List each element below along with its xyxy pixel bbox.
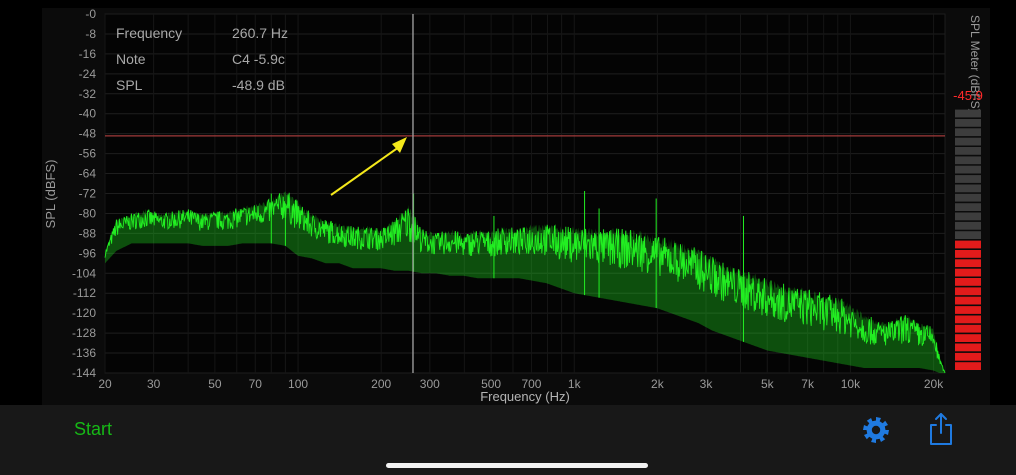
meter-segment — [955, 315, 981, 324]
y-tick-label: -56 — [79, 147, 97, 161]
meter-segment — [955, 203, 981, 211]
y-tick-label: -112 — [73, 286, 96, 300]
y-tick-label: -32 — [79, 87, 97, 101]
x-tick-label: 2k — [651, 377, 665, 391]
readout-frequency-value: 260.7 Hz — [232, 25, 288, 41]
y-axis-ticks: -0 -8 -16 -24 -32 -40 -48 -56 -64 -72 -80 -88 -96 -10… — [72, 8, 96, 380]
readout-spl-label: SPL — [116, 77, 143, 93]
annotation-arrow — [330, 137, 407, 196]
meter-segment — [955, 362, 981, 370]
y-tick-label: -48 — [79, 127, 97, 141]
meter-segment — [955, 156, 981, 165]
meter-segment — [955, 334, 981, 342]
x-tick-label: 300 — [420, 377, 440, 391]
readout-frequency-label: Frequency — [116, 25, 182, 41]
meter-segment — [955, 287, 981, 296]
x-tick-label: 100 — [288, 377, 308, 391]
meter-segment — [955, 128, 981, 137]
spl-meter: SPL Meter (dBFS) -45.9 — [953, 15, 983, 370]
x-tick-label: 30 — [147, 377, 161, 391]
y-tick-label: -72 — [79, 187, 97, 201]
chart-grid — [104, 13, 945, 374]
meter-segment — [955, 268, 981, 277]
spectrum-line — [104, 192, 946, 374]
readout-panel: Frequency 260.7 Hz Note C4 -5.9c SPL -48… — [116, 25, 288, 93]
meter-value: -45.9 — [953, 88, 983, 103]
meter-segment — [955, 193, 981, 202]
meter-segment — [955, 109, 981, 118]
spectrum-analyzer-view: -0 -8 -16 -24 -32 -40 -48 -56 -64 -72 -80 -88 -96 -10… — [42, 8, 990, 405]
y-axis-label: SPL (dBFS) — [43, 160, 58, 229]
meter-title: SPL Meter (dBFS) — [968, 15, 982, 113]
x-tick-label: 70 — [249, 377, 263, 391]
meter-segment — [955, 259, 981, 268]
x-axis-ticks: 20 30 50 70 100 200 300 500 700 1k 2k 3k 5k 7k 10k 20k — [98, 377, 944, 391]
x-axis-label: Frequency (Hz) — [480, 389, 570, 404]
y-tick-label: -80 — [79, 206, 97, 220]
meter-segment — [955, 119, 981, 127]
meter-segment — [955, 221, 981, 230]
home-indicator — [386, 463, 648, 468]
y-tick-label: -64 — [79, 167, 97, 181]
readout-spl-value: -48.9 dB — [232, 77, 285, 93]
y-tick-label: -128 — [72, 326, 96, 340]
y-tick-label: -120 — [72, 306, 96, 320]
meter-segment — [955, 184, 981, 193]
meter-segment — [955, 240, 981, 249]
meter-segment — [955, 165, 981, 174]
meter-segment — [955, 324, 981, 333]
meter-segment — [955, 212, 981, 221]
x-tick-label: 20k — [924, 377, 944, 391]
y-tick-label: -24 — [79, 67, 97, 81]
x-tick-label: 10k — [841, 377, 861, 391]
x-tick-label: 20 — [98, 377, 112, 391]
x-tick-label: 500 — [481, 377, 501, 391]
x-tick-label: 700 — [521, 377, 541, 391]
meter-segment — [955, 352, 981, 361]
x-tick-label: 5k — [761, 377, 775, 391]
x-tick-label: 50 — [208, 377, 222, 391]
meter-segment — [955, 137, 981, 146]
readout-note-label: Note — [116, 51, 146, 67]
spectrum-fill — [105, 191, 945, 373]
meter-bar — [955, 109, 981, 370]
gear-icon[interactable] — [858, 414, 894, 446]
y-tick-label: -40 — [79, 107, 97, 121]
meter-segment — [955, 147, 981, 155]
x-tick-label: 7k — [801, 377, 815, 391]
y-tick-label: -144 — [72, 366, 96, 380]
y-tick-label: -136 — [72, 346, 96, 360]
meter-segment — [955, 343, 981, 352]
y-tick-label: -0 — [85, 8, 96, 21]
y-tick-label: -16 — [79, 47, 97, 61]
y-tick-label: -8 — [85, 27, 96, 41]
meter-segment — [955, 250, 981, 258]
start-button[interactable]: Start — [74, 419, 113, 439]
meter-segment — [955, 231, 981, 239]
y-tick-label: -88 — [79, 226, 97, 240]
y-tick-label: -96 — [79, 246, 97, 260]
x-tick-label: 1k — [568, 377, 582, 391]
meter-segment — [955, 296, 981, 305]
meter-segment — [955, 175, 981, 183]
spectrum-series — [104, 191, 946, 374]
readout-note-value: C4 -5.9c — [232, 51, 285, 67]
share-icon[interactable] — [926, 412, 956, 446]
x-tick-label: 3k — [700, 377, 714, 391]
y-tick-label: -104 — [72, 266, 96, 280]
meter-segment — [955, 306, 981, 314]
meter-segment — [955, 278, 981, 286]
x-tick-label: 200 — [371, 377, 391, 391]
